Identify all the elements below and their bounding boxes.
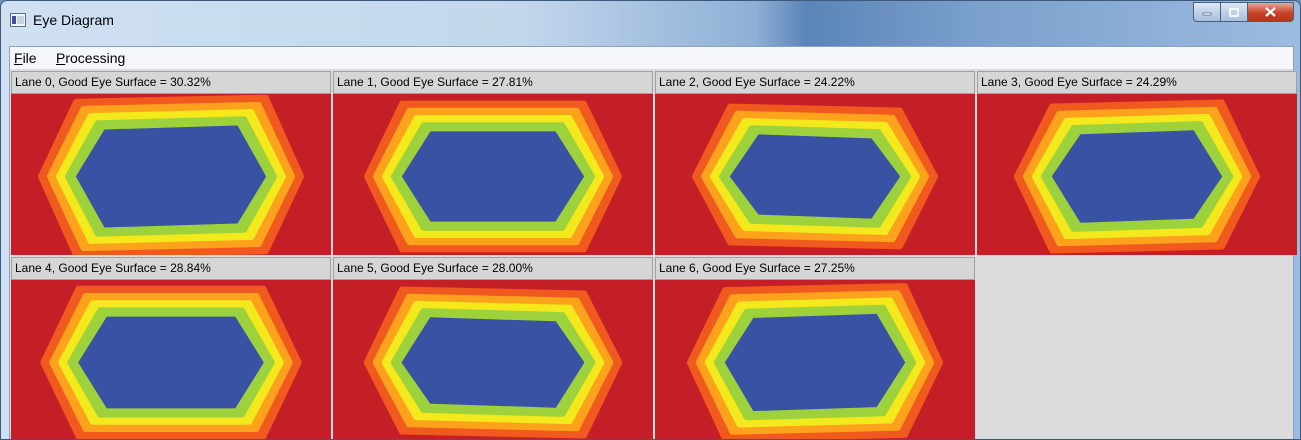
eye-plot xyxy=(655,280,975,439)
window-controls xyxy=(1193,2,1294,24)
menu-bar: File Processing xyxy=(10,47,1293,70)
menu-file[interactable]: File xyxy=(14,50,37,66)
eye-plot xyxy=(333,94,653,255)
eye-plot xyxy=(11,94,331,255)
menu-file-label: ile xyxy=(22,50,37,66)
lanes-grid: Lane 0, Good Eye Surface = 30.32% Lane 1… xyxy=(10,70,1297,439)
eye-plot xyxy=(11,280,331,439)
minimize-icon xyxy=(1202,12,1212,16)
lane-panel-0[interactable]: Lane 0, Good Eye Surface = 30.32% xyxy=(11,71,333,255)
lane-title: Lane 4, Good Eye Surface = 28.84% xyxy=(11,257,331,280)
client-area: File Processing Lane 0, Good Eye Surface… xyxy=(9,46,1297,439)
menu-processing[interactable]: Processing xyxy=(56,50,125,66)
lane-panel-3[interactable]: Lane 3, Good Eye Surface = 24.29% xyxy=(977,71,1299,255)
eye-opening xyxy=(402,131,584,222)
lane-title: Lane 5, Good Eye Surface = 28.00% xyxy=(333,257,653,280)
eye-plot-svg xyxy=(977,94,1297,255)
lane-panel-4[interactable]: Lane 4, Good Eye Surface = 28.84% xyxy=(11,257,333,439)
window-title: Eye Diagram xyxy=(33,12,114,28)
lane-panel-6[interactable]: Lane 6, Good Eye Surface = 27.25% xyxy=(655,257,977,439)
eye-plot xyxy=(977,94,1297,255)
close-icon xyxy=(1265,7,1276,17)
eye-opening xyxy=(78,316,264,409)
eye-plot-svg xyxy=(655,94,975,255)
eye-plot-svg xyxy=(11,280,331,439)
lane-panel-1[interactable]: Lane 1, Good Eye Surface = 27.81% xyxy=(333,71,655,255)
maximize-button[interactable] xyxy=(1220,2,1247,22)
menu-processing-mnemonic: P xyxy=(56,50,66,66)
eye-plot xyxy=(333,280,653,439)
lane-title: Lane 1, Good Eye Surface = 27.81% xyxy=(333,71,653,94)
eye-plot xyxy=(655,94,975,255)
close-button[interactable] xyxy=(1247,2,1294,22)
title-bar[interactable]: Eye Diagram xyxy=(1,1,1300,41)
eye-plot-svg xyxy=(333,280,653,439)
maximize-icon xyxy=(1229,7,1239,17)
eye-opening xyxy=(724,313,906,412)
empty-lane-slot xyxy=(977,257,1293,439)
lane-title: Lane 2, Good Eye Surface = 24.22% xyxy=(655,71,975,94)
menu-file-mnemonic: F xyxy=(14,50,23,66)
lane-title: Lane 3, Good Eye Surface = 24.29% xyxy=(977,71,1297,94)
menu-processing-label: rocessing xyxy=(65,50,126,66)
eye-plot-svg xyxy=(333,94,653,255)
lane-title: Lane 6, Good Eye Surface = 27.25% xyxy=(655,257,975,280)
eye-opening xyxy=(1051,130,1223,223)
minimize-button[interactable] xyxy=(1193,2,1220,22)
app-icon xyxy=(10,13,26,27)
lane-panel-2[interactable]: Lane 2, Good Eye Surface = 24.22% xyxy=(655,71,977,255)
eye-plot-svg xyxy=(11,94,331,255)
eye-plot-svg xyxy=(655,280,975,439)
lane-title: Lane 0, Good Eye Surface = 30.32% xyxy=(11,71,331,94)
eye-opening xyxy=(401,317,585,408)
lane-panel-5[interactable]: Lane 5, Good Eye Surface = 28.00% xyxy=(333,257,655,439)
eye-opening xyxy=(730,134,900,219)
eye-opening xyxy=(76,125,266,228)
